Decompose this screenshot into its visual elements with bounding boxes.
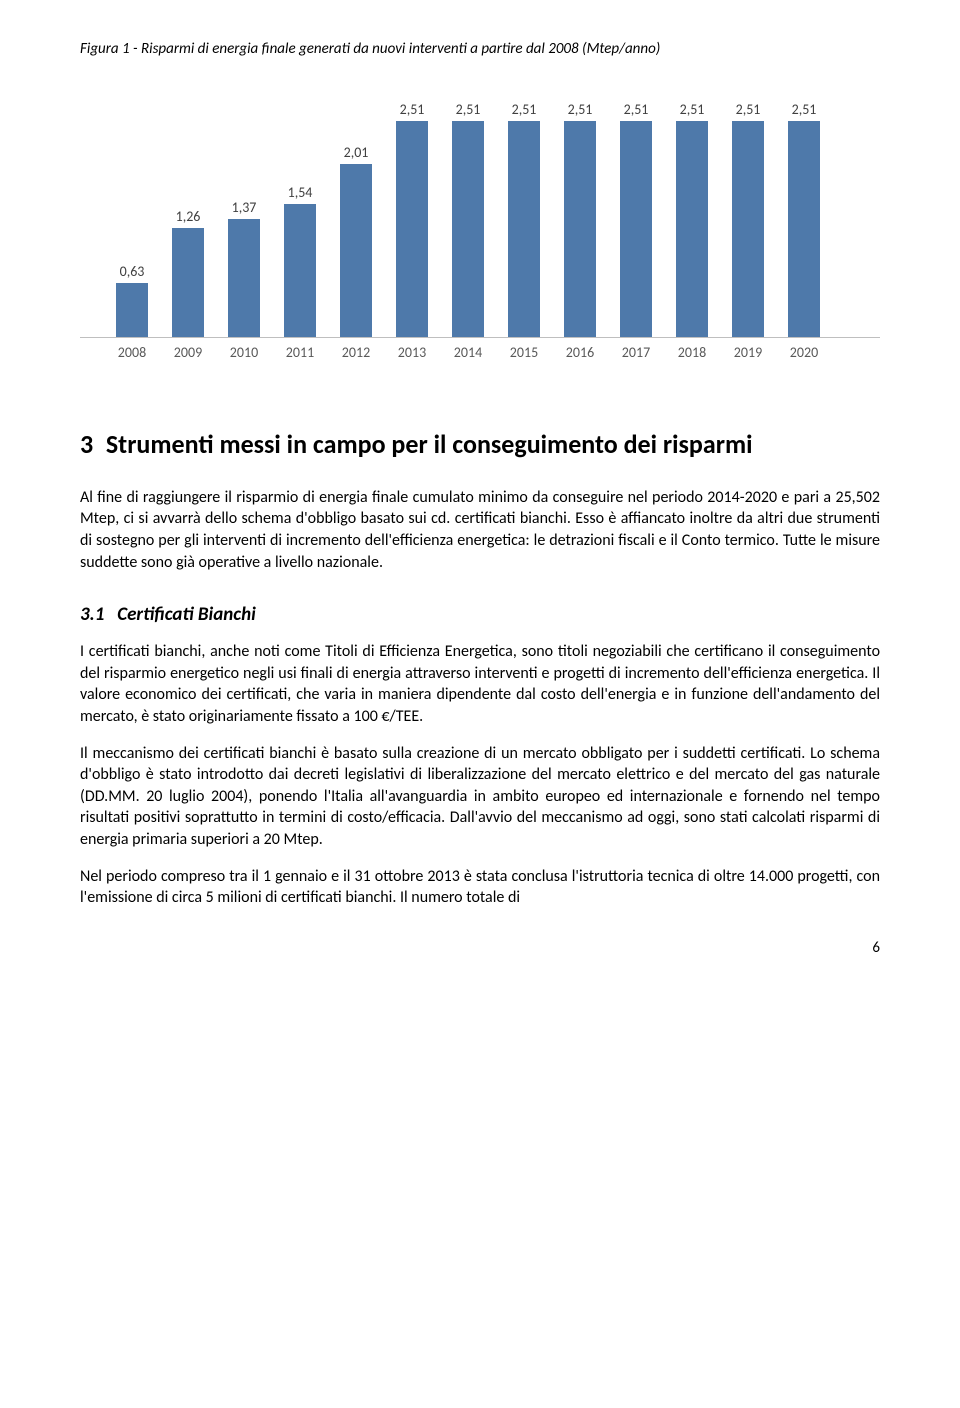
bar-value-label: 2,51 — [512, 101, 537, 118]
bar — [676, 121, 708, 337]
bar — [788, 121, 820, 337]
bar-value-label: 2,51 — [624, 101, 649, 118]
x-axis-label: 2017 — [622, 344, 650, 361]
section31-p3: Nel periodo compreso tra il 1 gennaio e … — [80, 866, 880, 909]
bar-group: 1,37 — [228, 199, 260, 337]
x-axis-label: 2009 — [174, 344, 202, 361]
subsection-number: 3.1 — [80, 603, 104, 626]
bar-value-label: 2,51 — [736, 101, 761, 118]
x-axis-label: 2011 — [286, 344, 314, 361]
bar-value-label: 2,01 — [344, 144, 369, 161]
x-axis-label: 2019 — [734, 344, 762, 361]
bar-value-label: 1,26 — [176, 208, 201, 225]
bar — [396, 121, 428, 337]
bar — [284, 204, 316, 337]
bar-value-label: 1,54 — [288, 184, 313, 201]
bar-chart: 0,63 1,26 1,37 1,54 2,01 2,51 2,51 2,51 2,51 2,51… — [80, 88, 880, 378]
x-axis-label: 2008 — [118, 344, 146, 361]
x-axis: 2008 2009 2010 2011 2012 2013 2014 2015 2016 2017… — [80, 338, 880, 368]
subsection-heading-31: 3.1 Certificati Bianchi — [80, 603, 880, 626]
subsection-title: Certificati Bianchi — [117, 603, 256, 626]
bar — [116, 283, 148, 337]
bar-group: 2,01 — [340, 144, 372, 337]
bar — [620, 121, 652, 337]
bar — [564, 121, 596, 337]
bar-value-label: 2,51 — [456, 101, 481, 118]
bar-group: 0,63 — [116, 263, 148, 337]
x-axis-label: 2018 — [678, 344, 706, 361]
bar-group: 2,51 — [564, 101, 596, 337]
x-axis-label: 2010 — [230, 344, 258, 361]
section31-p2: Il meccanismo dei certificati bianchi è … — [80, 743, 880, 851]
x-axis-label: 2015 — [510, 344, 538, 361]
x-axis-label: 2020 — [790, 344, 818, 361]
bar-group: 1,26 — [172, 208, 204, 337]
bar-group: 2,51 — [676, 101, 708, 337]
bar-value-label: 2,51 — [568, 101, 593, 118]
section-heading-3: 3 Strumenti messi in campo per il conseg… — [80, 428, 880, 462]
x-axis-label: 2013 — [398, 344, 426, 361]
bar-value-label: 0,63 — [120, 263, 145, 280]
bar-group: 2,51 — [508, 101, 540, 337]
bar-group: 2,51 — [620, 101, 652, 337]
section-number: 3 — [80, 428, 100, 462]
x-axis-label: 2012 — [342, 344, 370, 361]
bar-group: 2,51 — [788, 101, 820, 337]
bar-value-label: 2,51 — [400, 101, 425, 118]
bar-group: 1,54 — [284, 184, 316, 337]
section3-p1: Al fine di raggiungere il risparmio di e… — [80, 487, 880, 573]
section-title: Strumenti messi in campo per il consegui… — [106, 428, 753, 460]
bar — [172, 228, 204, 337]
chart-plot-area: 0,63 1,26 1,37 1,54 2,01 2,51 2,51 2,51 2,51 2,51… — [80, 88, 880, 338]
section31-p1: I certificati bianchi, anche noti come T… — [80, 641, 880, 727]
bar — [508, 121, 540, 337]
bar-group: 2,51 — [732, 101, 764, 337]
bar-group: 2,51 — [452, 101, 484, 337]
bar-value-label: 1,37 — [232, 199, 257, 216]
bar-value-label: 2,51 — [680, 101, 705, 118]
bar — [452, 121, 484, 337]
x-axis-label: 2014 — [454, 344, 482, 361]
page-number: 6 — [80, 939, 880, 957]
bar-value-label: 2,51 — [792, 101, 817, 118]
bar — [228, 219, 260, 337]
bar — [340, 164, 372, 337]
bar — [732, 121, 764, 337]
figure-title: Figura 1 - Risparmi di energia finale ge… — [80, 40, 880, 58]
x-axis-label: 2016 — [566, 344, 594, 361]
bar-group: 2,51 — [396, 101, 428, 337]
